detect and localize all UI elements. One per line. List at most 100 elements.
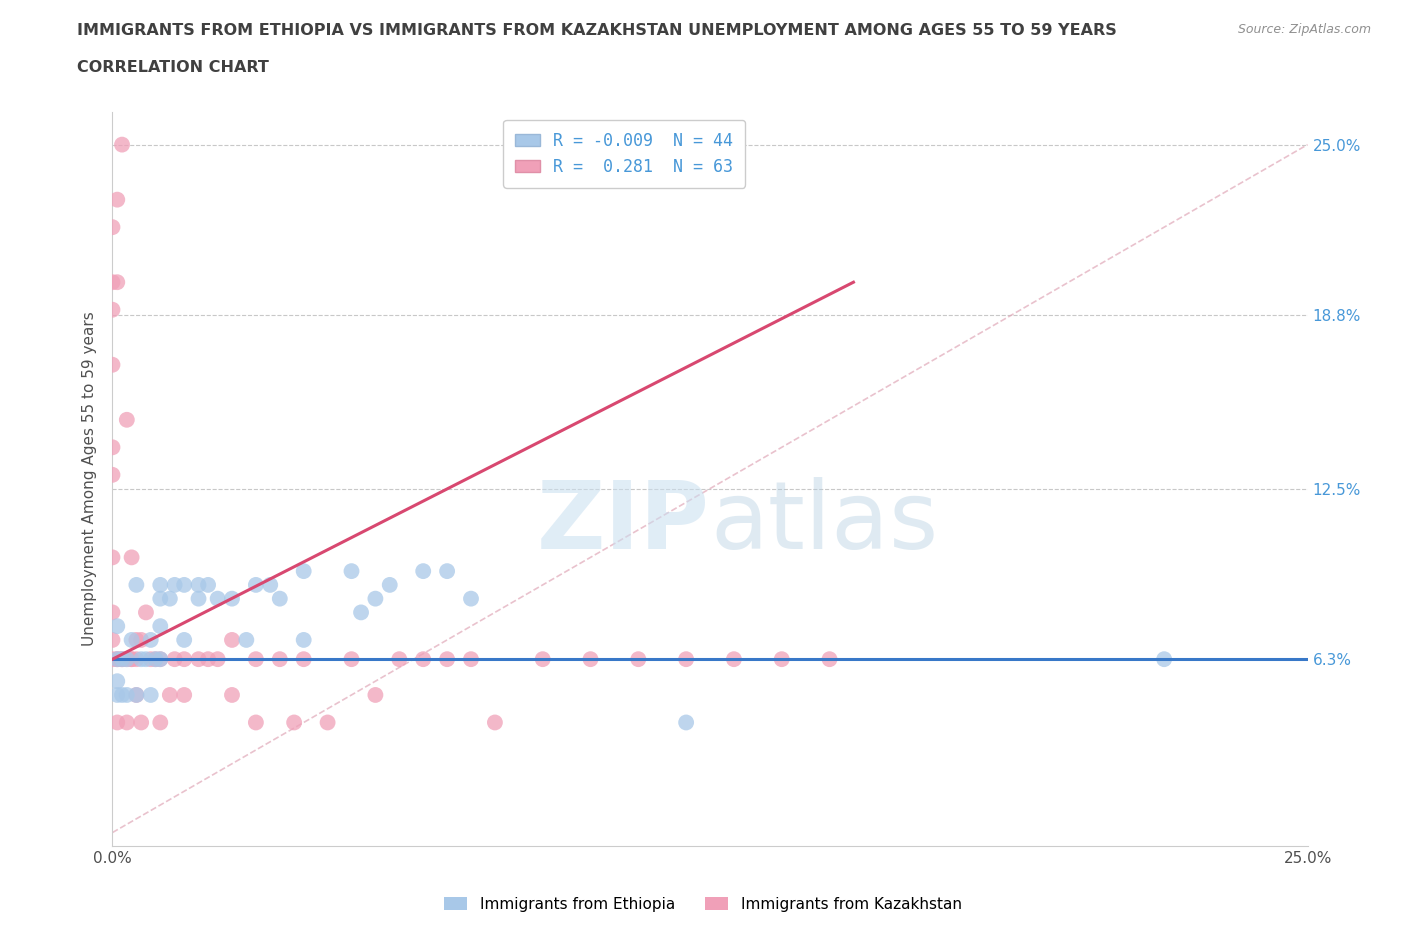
Point xyxy=(125,687,148,702)
Point xyxy=(460,652,482,667)
Point xyxy=(105,193,128,207)
Point xyxy=(125,632,148,647)
Point xyxy=(101,468,124,483)
Point xyxy=(159,591,181,606)
Point xyxy=(101,274,124,289)
Point xyxy=(121,632,143,647)
Point xyxy=(139,652,162,667)
Point xyxy=(675,715,697,730)
Point xyxy=(115,687,138,702)
Point xyxy=(292,564,315,578)
Point xyxy=(139,632,162,647)
Point xyxy=(115,652,138,667)
Point xyxy=(245,578,267,592)
Point xyxy=(259,578,281,592)
Point xyxy=(135,652,157,667)
Point xyxy=(129,715,152,730)
Point xyxy=(121,652,143,667)
Point xyxy=(207,652,229,667)
Point xyxy=(531,652,554,667)
Point xyxy=(105,673,128,688)
Point xyxy=(163,652,186,667)
Point xyxy=(245,715,267,730)
Legend: Immigrants from Ethiopia, Immigrants from Kazakhstan: Immigrants from Ethiopia, Immigrants fro… xyxy=(439,890,967,918)
Point xyxy=(159,687,181,702)
Point xyxy=(115,652,138,667)
Point xyxy=(135,605,157,620)
Point xyxy=(163,578,186,592)
Point xyxy=(105,652,128,667)
Point xyxy=(101,440,124,455)
Point xyxy=(173,578,195,592)
Point xyxy=(412,564,434,578)
Point xyxy=(101,219,124,234)
Point xyxy=(723,652,745,667)
Point xyxy=(111,687,134,702)
Point xyxy=(292,652,315,667)
Point xyxy=(101,550,124,565)
Point xyxy=(412,652,434,667)
Text: atlas: atlas xyxy=(710,477,938,569)
Point xyxy=(197,578,219,592)
Point xyxy=(235,632,257,647)
Point xyxy=(149,715,172,730)
Point xyxy=(187,591,209,606)
Point xyxy=(1153,652,1175,667)
Point xyxy=(197,652,219,667)
Point xyxy=(129,632,152,647)
Point xyxy=(221,632,243,647)
Point xyxy=(173,687,195,702)
Point xyxy=(101,652,124,667)
Point xyxy=(121,652,143,667)
Point xyxy=(125,687,148,702)
Point xyxy=(173,652,195,667)
Point xyxy=(101,632,124,647)
Point xyxy=(149,591,172,606)
Point xyxy=(149,578,172,592)
Point xyxy=(627,652,650,667)
Point xyxy=(149,652,172,667)
Point xyxy=(111,652,134,667)
Point xyxy=(436,564,458,578)
Point xyxy=(105,618,128,633)
Point xyxy=(269,652,291,667)
Point xyxy=(129,652,152,667)
Text: Source: ZipAtlas.com: Source: ZipAtlas.com xyxy=(1237,23,1371,36)
Point xyxy=(149,652,172,667)
Point xyxy=(364,591,387,606)
Point xyxy=(460,591,482,606)
Point xyxy=(187,652,209,667)
Point xyxy=(484,715,506,730)
Y-axis label: Unemployment Among Ages 55 to 59 years: Unemployment Among Ages 55 to 59 years xyxy=(82,312,97,646)
Text: CORRELATION CHART: CORRELATION CHART xyxy=(77,60,269,75)
Point xyxy=(245,652,267,667)
Point xyxy=(111,138,134,153)
Point xyxy=(350,605,373,620)
Point xyxy=(115,412,138,427)
Point xyxy=(145,652,167,667)
Point xyxy=(105,687,128,702)
Point xyxy=(378,578,401,592)
Point xyxy=(105,274,128,289)
Point xyxy=(221,591,243,606)
Point xyxy=(139,687,162,702)
Point xyxy=(269,591,291,606)
Point xyxy=(340,652,363,667)
Point xyxy=(364,687,387,702)
Point xyxy=(105,715,128,730)
Point xyxy=(292,632,315,647)
Point xyxy=(121,550,143,565)
Text: IMMIGRANTS FROM ETHIOPIA VS IMMIGRANTS FROM KAZAKHSTAN UNEMPLOYMENT AMONG AGES 5: IMMIGRANTS FROM ETHIOPIA VS IMMIGRANTS F… xyxy=(77,23,1118,38)
Point xyxy=(145,652,167,667)
Point xyxy=(436,652,458,667)
Point xyxy=(388,652,411,667)
Point xyxy=(207,591,229,606)
Point xyxy=(316,715,339,730)
Point xyxy=(125,578,148,592)
Point xyxy=(770,652,793,667)
Point xyxy=(675,652,697,667)
Point xyxy=(115,715,138,730)
Point xyxy=(283,715,305,730)
Point xyxy=(101,357,124,372)
Text: ZIP: ZIP xyxy=(537,477,710,569)
